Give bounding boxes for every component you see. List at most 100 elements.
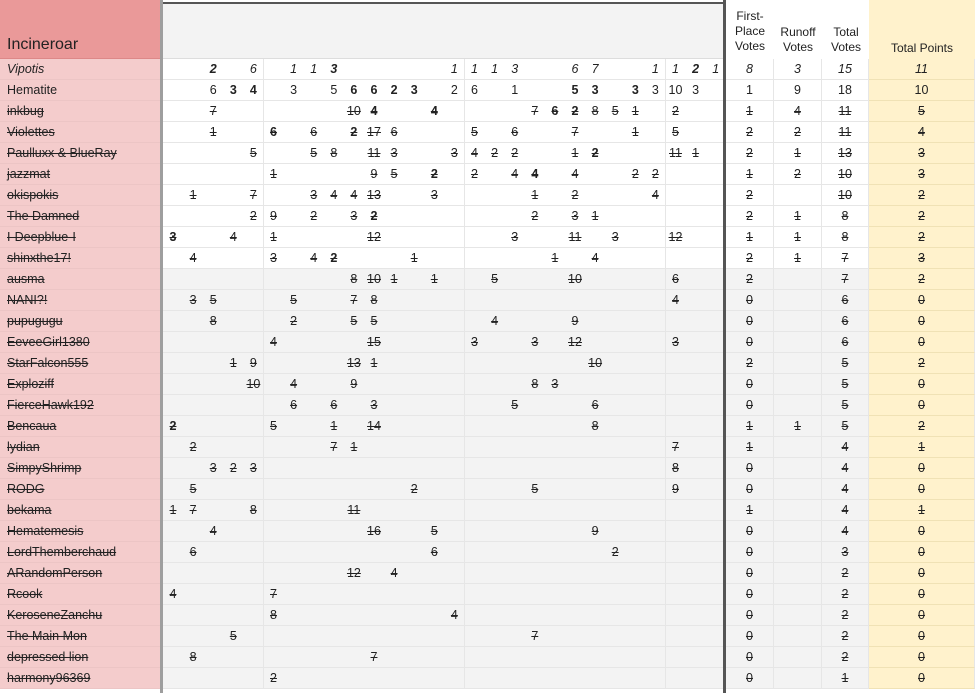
empty-cell[interactable] xyxy=(183,374,205,395)
vote-cell[interactable]: 3 xyxy=(544,374,566,395)
empty-cell[interactable] xyxy=(524,80,546,101)
total-value[interactable]: 2 xyxy=(822,563,869,584)
vote-cell[interactable]: 2 xyxy=(585,143,607,164)
voter-name[interactable]: KeroseneZanchu xyxy=(0,605,160,626)
empty-cell[interactable] xyxy=(323,584,345,605)
empty-cell[interactable] xyxy=(565,395,586,416)
empty-cell[interactable] xyxy=(685,605,707,626)
vote-cell[interactable]: 8 xyxy=(203,311,225,332)
empty-cell[interactable] xyxy=(665,626,687,647)
vote-cell[interactable]: 5 xyxy=(565,80,586,101)
empty-cell[interactable] xyxy=(384,206,406,227)
voter-name[interactable]: Hematite xyxy=(0,80,160,101)
empty-cell[interactable] xyxy=(565,626,586,647)
empty-cell[interactable] xyxy=(665,605,687,626)
vote-cell[interactable]: 3 xyxy=(343,206,365,227)
vote-cell[interactable]: 9 xyxy=(343,374,365,395)
total-value[interactable]: 2 xyxy=(822,584,869,605)
vote-cell[interactable]: 12 xyxy=(343,563,365,584)
total-value[interactable]: 15 xyxy=(822,59,869,80)
empty-cell[interactable] xyxy=(404,563,426,584)
vote-cell[interactable]: 4 xyxy=(163,584,184,605)
empty-cell[interactable] xyxy=(263,521,285,542)
empty-cell[interactable] xyxy=(384,584,406,605)
empty-cell[interactable] xyxy=(263,290,285,311)
empty-cell[interactable] xyxy=(645,500,667,521)
empty-cell[interactable] xyxy=(464,479,486,500)
empty-cell[interactable] xyxy=(424,479,446,500)
vote-cell[interactable]: 1 xyxy=(484,59,506,80)
empty-cell[interactable] xyxy=(343,59,365,80)
first-value[interactable]: 1 xyxy=(726,500,774,521)
vote-cell[interactable]: 2 xyxy=(645,164,667,185)
empty-cell[interactable] xyxy=(685,437,707,458)
vote-cell[interactable]: 3 xyxy=(685,80,707,101)
empty-cell[interactable] xyxy=(203,374,225,395)
empty-cell[interactable] xyxy=(263,458,285,479)
empty-cell[interactable] xyxy=(444,290,466,311)
vote-cell[interactable]: 3 xyxy=(464,332,486,353)
empty-cell[interactable] xyxy=(645,521,667,542)
vote-cell[interactable]: 6 xyxy=(585,395,607,416)
empty-cell[interactable] xyxy=(685,122,707,143)
empty-cell[interactable] xyxy=(384,542,406,563)
empty-cell[interactable] xyxy=(384,374,406,395)
empty-cell[interactable] xyxy=(404,395,426,416)
vote-cell[interactable]: 1 xyxy=(203,122,225,143)
empty-cell[interactable] xyxy=(343,458,365,479)
vote-cell[interactable]: 10 xyxy=(364,269,385,290)
empty-cell[interactable] xyxy=(384,59,406,80)
empty-cell[interactable] xyxy=(183,311,205,332)
empty-cell[interactable] xyxy=(323,353,345,374)
points-value[interactable]: 2 xyxy=(869,185,975,206)
empty-cell[interactable] xyxy=(384,458,406,479)
empty-cell[interactable] xyxy=(404,416,426,437)
empty-cell[interactable] xyxy=(625,353,647,374)
vote-cell[interactable]: 3 xyxy=(384,143,406,164)
first-value[interactable]: 8 xyxy=(726,59,774,80)
empty-cell[interactable] xyxy=(303,479,325,500)
vote-cell[interactable]: 9 xyxy=(665,479,687,500)
empty-cell[interactable] xyxy=(303,626,325,647)
empty-cell[interactable] xyxy=(303,290,325,311)
points-value[interactable]: 5 xyxy=(869,101,975,122)
empty-cell[interactable] xyxy=(223,206,245,227)
empty-cell[interactable] xyxy=(223,437,245,458)
total-value[interactable]: 4 xyxy=(822,458,869,479)
empty-cell[interactable] xyxy=(303,647,325,668)
empty-cell[interactable] xyxy=(544,542,566,563)
runoff-value[interactable] xyxy=(774,542,822,563)
vote-cell[interactable]: 8 xyxy=(323,143,345,164)
total-value[interactable]: 8 xyxy=(822,206,869,227)
empty-cell[interactable] xyxy=(384,647,406,668)
total-value[interactable]: 18 xyxy=(822,80,869,101)
empty-cell[interactable] xyxy=(404,101,426,122)
vote-cell[interactable]: 9 xyxy=(263,206,285,227)
empty-cell[interactable] xyxy=(323,332,345,353)
empty-cell[interactable] xyxy=(605,500,627,521)
empty-cell[interactable] xyxy=(183,164,205,185)
voter-name[interactable]: Hematemesis xyxy=(0,521,160,542)
empty-cell[interactable] xyxy=(163,101,184,122)
vote-cell[interactable]: 5 xyxy=(665,122,687,143)
empty-cell[interactable] xyxy=(685,353,707,374)
empty-cell[interactable] xyxy=(544,332,566,353)
vote-cell[interactable]: 3 xyxy=(183,290,205,311)
voter-name[interactable]: Paulluxx & BlueRay xyxy=(0,143,160,164)
first-value[interactable]: 0 xyxy=(726,395,774,416)
vote-cell[interactable]: 3 xyxy=(404,80,426,101)
empty-cell[interactable] xyxy=(605,458,627,479)
empty-cell[interactable] xyxy=(203,584,225,605)
empty-cell[interactable] xyxy=(585,227,607,248)
empty-cell[interactable] xyxy=(323,626,345,647)
empty-cell[interactable] xyxy=(183,563,205,584)
empty-cell[interactable] xyxy=(364,479,385,500)
empty-cell[interactable] xyxy=(343,626,365,647)
voter-name[interactable]: SimpyShrimp xyxy=(0,458,160,479)
empty-cell[interactable] xyxy=(263,143,285,164)
empty-cell[interactable] xyxy=(424,416,446,437)
empty-cell[interactable] xyxy=(544,143,566,164)
vote-cell[interactable]: 6 xyxy=(464,80,486,101)
empty-cell[interactable] xyxy=(544,605,566,626)
empty-cell[interactable] xyxy=(685,248,707,269)
